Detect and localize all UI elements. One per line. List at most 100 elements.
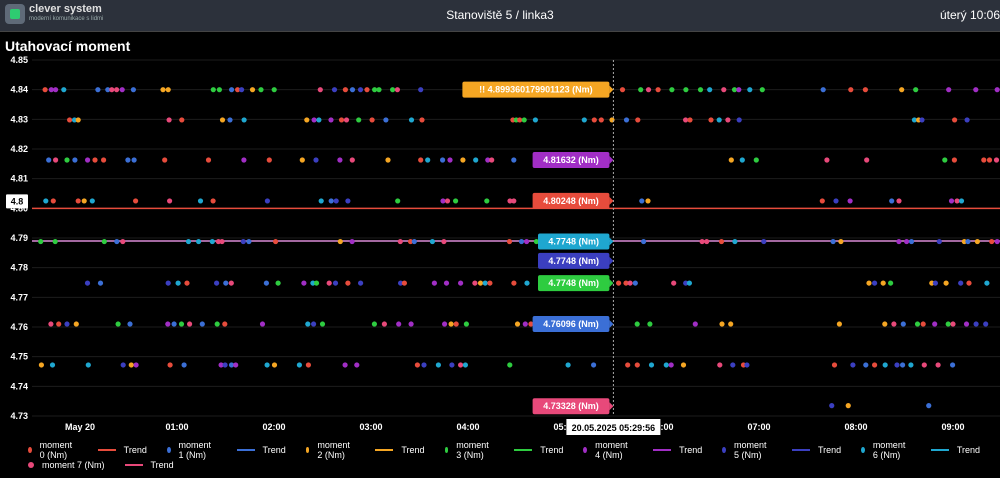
data-point	[214, 321, 220, 327]
data-point	[171, 321, 177, 327]
data-point	[728, 157, 734, 163]
data-point	[591, 117, 597, 123]
legend-label: Trend	[262, 445, 286, 455]
data-point	[697, 87, 704, 93]
data-point	[836, 321, 843, 327]
legend-item-trend-5[interactable]: Trend	[791, 445, 841, 455]
legend-item-moment-0[interactable]: moment 0 (Nm)	[28, 440, 78, 460]
data-point	[271, 87, 277, 93]
data-point	[371, 321, 377, 327]
data-point	[625, 362, 631, 368]
data-point	[61, 87, 67, 93]
data-point	[965, 238, 971, 245]
data-point	[263, 280, 269, 286]
data-point	[864, 157, 870, 163]
data-point	[888, 280, 894, 286]
data-point	[166, 117, 172, 123]
data-point	[310, 280, 316, 286]
legend-item-moment-3[interactable]: moment 3 (Nm)	[444, 440, 495, 460]
data-point	[127, 321, 133, 327]
x-tick-label: 04:00	[456, 422, 479, 432]
legend-line	[375, 449, 394, 451]
legend-item-moment-5[interactable]: moment 5 (Nm)	[722, 440, 772, 460]
crosshair-time-box	[566, 419, 661, 435]
legend-marker	[861, 447, 865, 453]
data-point	[639, 198, 645, 204]
legend-label: Trend	[540, 445, 564, 455]
legend-item-trend-2[interactable]: Trend	[375, 445, 425, 455]
legend-item-moment-6[interactable]: moment 6 (Nm)	[861, 440, 911, 460]
torque-chart[interactable]: 4.854.844.834.824.814.804.794.784.774.76…	[0, 0, 1000, 440]
data-point	[376, 87, 382, 93]
logo-tagline: moderní komunikace s lidmi	[29, 16, 104, 22]
data-point	[453, 198, 459, 204]
data-point	[913, 87, 919, 93]
data-point	[240, 238, 246, 245]
legend-label: moment 4 (Nm)	[595, 440, 628, 460]
tooltip-label: 4.73328 (Nm)	[543, 401, 599, 411]
data-point	[131, 157, 137, 163]
legend-item-moment-1[interactable]: moment 1 (Nm)	[166, 440, 217, 460]
x-tick-label: 06:00	[650, 422, 673, 432]
legend-item-moment-7[interactable]: moment 7 (Nm)	[28, 460, 105, 470]
data-point	[338, 117, 345, 123]
data-point	[680, 362, 687, 368]
data-point	[317, 87, 323, 93]
legend-item-trend-7[interactable]: Trend	[124, 460, 174, 470]
data-point	[337, 238, 343, 245]
data-point	[634, 362, 640, 368]
data-point	[95, 87, 101, 93]
data-point	[963, 321, 970, 327]
tooltip-box	[532, 151, 610, 168]
data-point	[332, 280, 339, 286]
data-point	[316, 117, 322, 123]
data-point	[872, 362, 878, 368]
data-point	[421, 362, 427, 368]
legend-item-trend-6[interactable]: Trend	[930, 445, 980, 455]
data-point	[216, 87, 222, 93]
legend-item-moment-4[interactable]: moment 4 (Nm)	[583, 440, 633, 460]
legend-line	[791, 449, 810, 451]
data-point	[619, 87, 626, 93]
x-tick-label: 07:00	[747, 422, 770, 432]
data-point	[739, 157, 745, 163]
data-point	[845, 403, 851, 409]
data-point	[966, 280, 972, 286]
data-point	[133, 362, 139, 368]
data-point	[645, 87, 652, 93]
data-point	[296, 362, 302, 368]
data-point	[847, 198, 853, 204]
data-point	[42, 87, 48, 93]
data-point	[105, 87, 111, 93]
data-point	[271, 362, 278, 368]
data-point	[313, 157, 319, 163]
data-point	[591, 362, 597, 368]
data-point	[259, 321, 266, 327]
data-point	[908, 362, 914, 368]
data-point	[133, 198, 139, 204]
data-point	[223, 280, 229, 286]
legend-item-trend-1[interactable]: Trend	[236, 445, 286, 455]
data-point	[635, 117, 641, 123]
data-point	[983, 321, 989, 327]
legend-item-moment-2[interactable]: moment 2 (Nm)	[305, 440, 356, 460]
data-point	[443, 280, 450, 286]
data-point	[328, 198, 334, 204]
data-point	[301, 280, 307, 286]
legend-item-trend-0[interactable]: Trend	[97, 445, 147, 455]
data-point	[318, 198, 324, 204]
tooltip-pointer	[609, 256, 614, 265]
data-point	[943, 280, 949, 286]
data-point	[38, 362, 45, 368]
data-point	[507, 362, 513, 368]
data-point	[162, 157, 168, 163]
legend-marker	[28, 447, 32, 453]
legend-item-trend-4[interactable]: Trend	[653, 445, 702, 455]
data-point	[258, 87, 264, 93]
data-point	[929, 280, 935, 286]
data-point	[921, 362, 927, 368]
data-point	[533, 238, 540, 245]
data-point	[891, 321, 897, 327]
data-point	[692, 321, 698, 327]
legend-item-trend-3[interactable]: Trend	[514, 445, 563, 455]
